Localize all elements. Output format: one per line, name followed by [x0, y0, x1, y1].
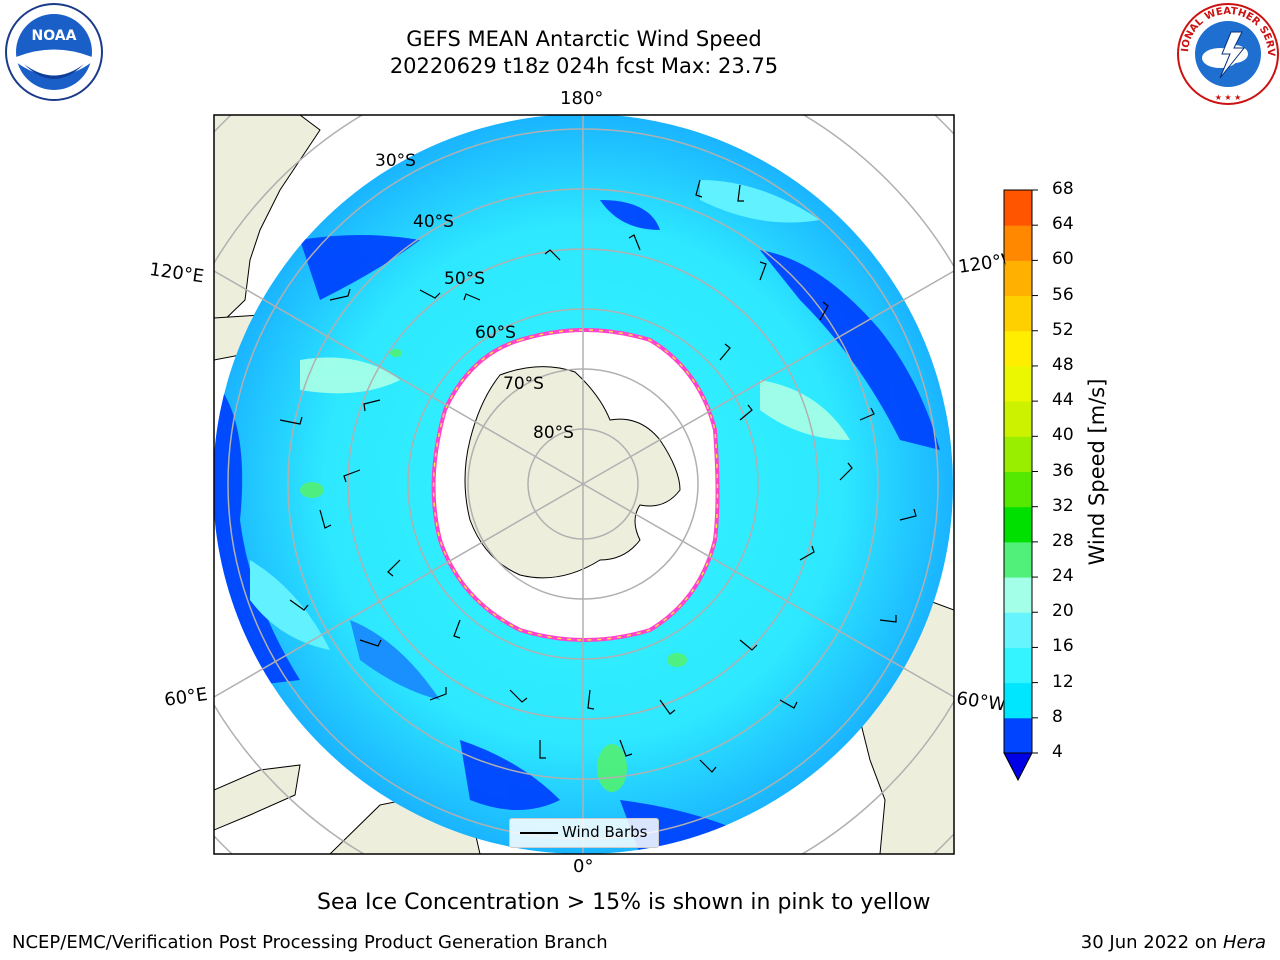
- colorbar-segment: [1004, 225, 1032, 261]
- colorbar-tick-label: 48: [1052, 354, 1074, 375]
- colorbar-segment: [1004, 612, 1032, 648]
- colorbar-tick-label: 68: [1052, 179, 1074, 199]
- colorbar-tick-label: 4: [1052, 742, 1063, 762]
- colorbar: [1003, 189, 1038, 782]
- graticule: [214, 115, 954, 854]
- noaa-logo: NOAA: [5, 3, 103, 101]
- colorbar-segment: [1004, 647, 1032, 684]
- antarctica-landmass: [464, 366, 681, 579]
- colorbar-tick-label: 64: [1052, 214, 1074, 235]
- colorbar-tick-label: 28: [1052, 530, 1074, 551]
- colorbar-segment: [1004, 541, 1032, 578]
- colorbar-segment: [1004, 190, 1032, 226]
- colorbar-tick-label: 8: [1052, 706, 1063, 727]
- colorbar-tick-label: 20: [1052, 601, 1074, 622]
- colorbar-tick-label: 60: [1052, 249, 1074, 270]
- national-weather-service-logo: NATIONAL WEATHER SERVICE ★ ★ ★: [1176, 2, 1279, 105]
- sea-ice-caption: Sea Ice Concentration > 15% is shown in …: [317, 890, 931, 915]
- footer-host: Hera: [1222, 932, 1266, 953]
- map-title: GEFS MEAN Antarctic Wind Speed: [406, 27, 762, 51]
- colorbar-segment: [1004, 506, 1032, 543]
- colorbar-tick-label: 16: [1052, 636, 1074, 657]
- lat-label-30s: 30°S: [375, 151, 416, 171]
- colorbar-label: Wind Speed [m/s]: [1085, 378, 1109, 566]
- lon-label-0: 0°: [573, 856, 594, 877]
- colorbar-tick-label: 52: [1052, 319, 1074, 340]
- colorbar-tick-label: 36: [1052, 460, 1074, 481]
- colorbar-segment: [1004, 260, 1032, 297]
- wind-barbs: [279, 179, 917, 773]
- lat-label-40s: 40°S: [413, 212, 454, 232]
- svg-text:★ ★ ★: ★ ★ ★: [1215, 93, 1242, 102]
- lat-label-60s: 60°S: [475, 323, 516, 343]
- colorbar-segment: [1004, 330, 1032, 367]
- map-subtitle: 20220629 t18z 024h fcst Max: 23.75: [389, 54, 779, 78]
- colorbar-tick-label: 24: [1052, 566, 1074, 587]
- footer-date: 30 Jun 2022 on Hera: [1081, 932, 1266, 953]
- legend-label: Wind Barbs: [562, 823, 648, 841]
- map-legend: Wind Barbs: [509, 818, 659, 848]
- map-frame: [213, 114, 955, 855]
- colorbar-tick-label: 32: [1052, 495, 1074, 516]
- colorbar-extend-min: [1003, 752, 1033, 782]
- footer-credit: NCEP/EMC/Verification Post Processing Pr…: [12, 932, 608, 953]
- colorbar-segment: [1004, 436, 1032, 472]
- colorbar-segment: [1004, 577, 1032, 613]
- colorbar-tick-label: 44: [1052, 390, 1074, 411]
- lat-label-70s: 70°S: [503, 374, 544, 394]
- colorbar-segment: [1004, 471, 1032, 508]
- footer-date-text: 30 Jun 2022 on: [1080, 932, 1223, 953]
- colorbar-segment: [1004, 717, 1032, 754]
- colorbar-segment: [1004, 682, 1032, 719]
- colorbar-tick-label: 40: [1052, 425, 1074, 446]
- noaa-logo-text: NOAA: [32, 28, 77, 44]
- colorbar-tick-label: 56: [1052, 284, 1074, 305]
- legend-line-swatch: [520, 832, 558, 834]
- colorbar-segment: [1004, 401, 1032, 437]
- lon-label-180: 180°: [560, 88, 604, 109]
- lat-label-50s: 50°S: [444, 269, 485, 289]
- lat-label-80s: 80°S: [533, 423, 574, 443]
- colorbar-segment: [1004, 365, 1032, 402]
- colorbar-tick-label: 12: [1052, 671, 1074, 692]
- colorbar-segment: [1004, 295, 1032, 332]
